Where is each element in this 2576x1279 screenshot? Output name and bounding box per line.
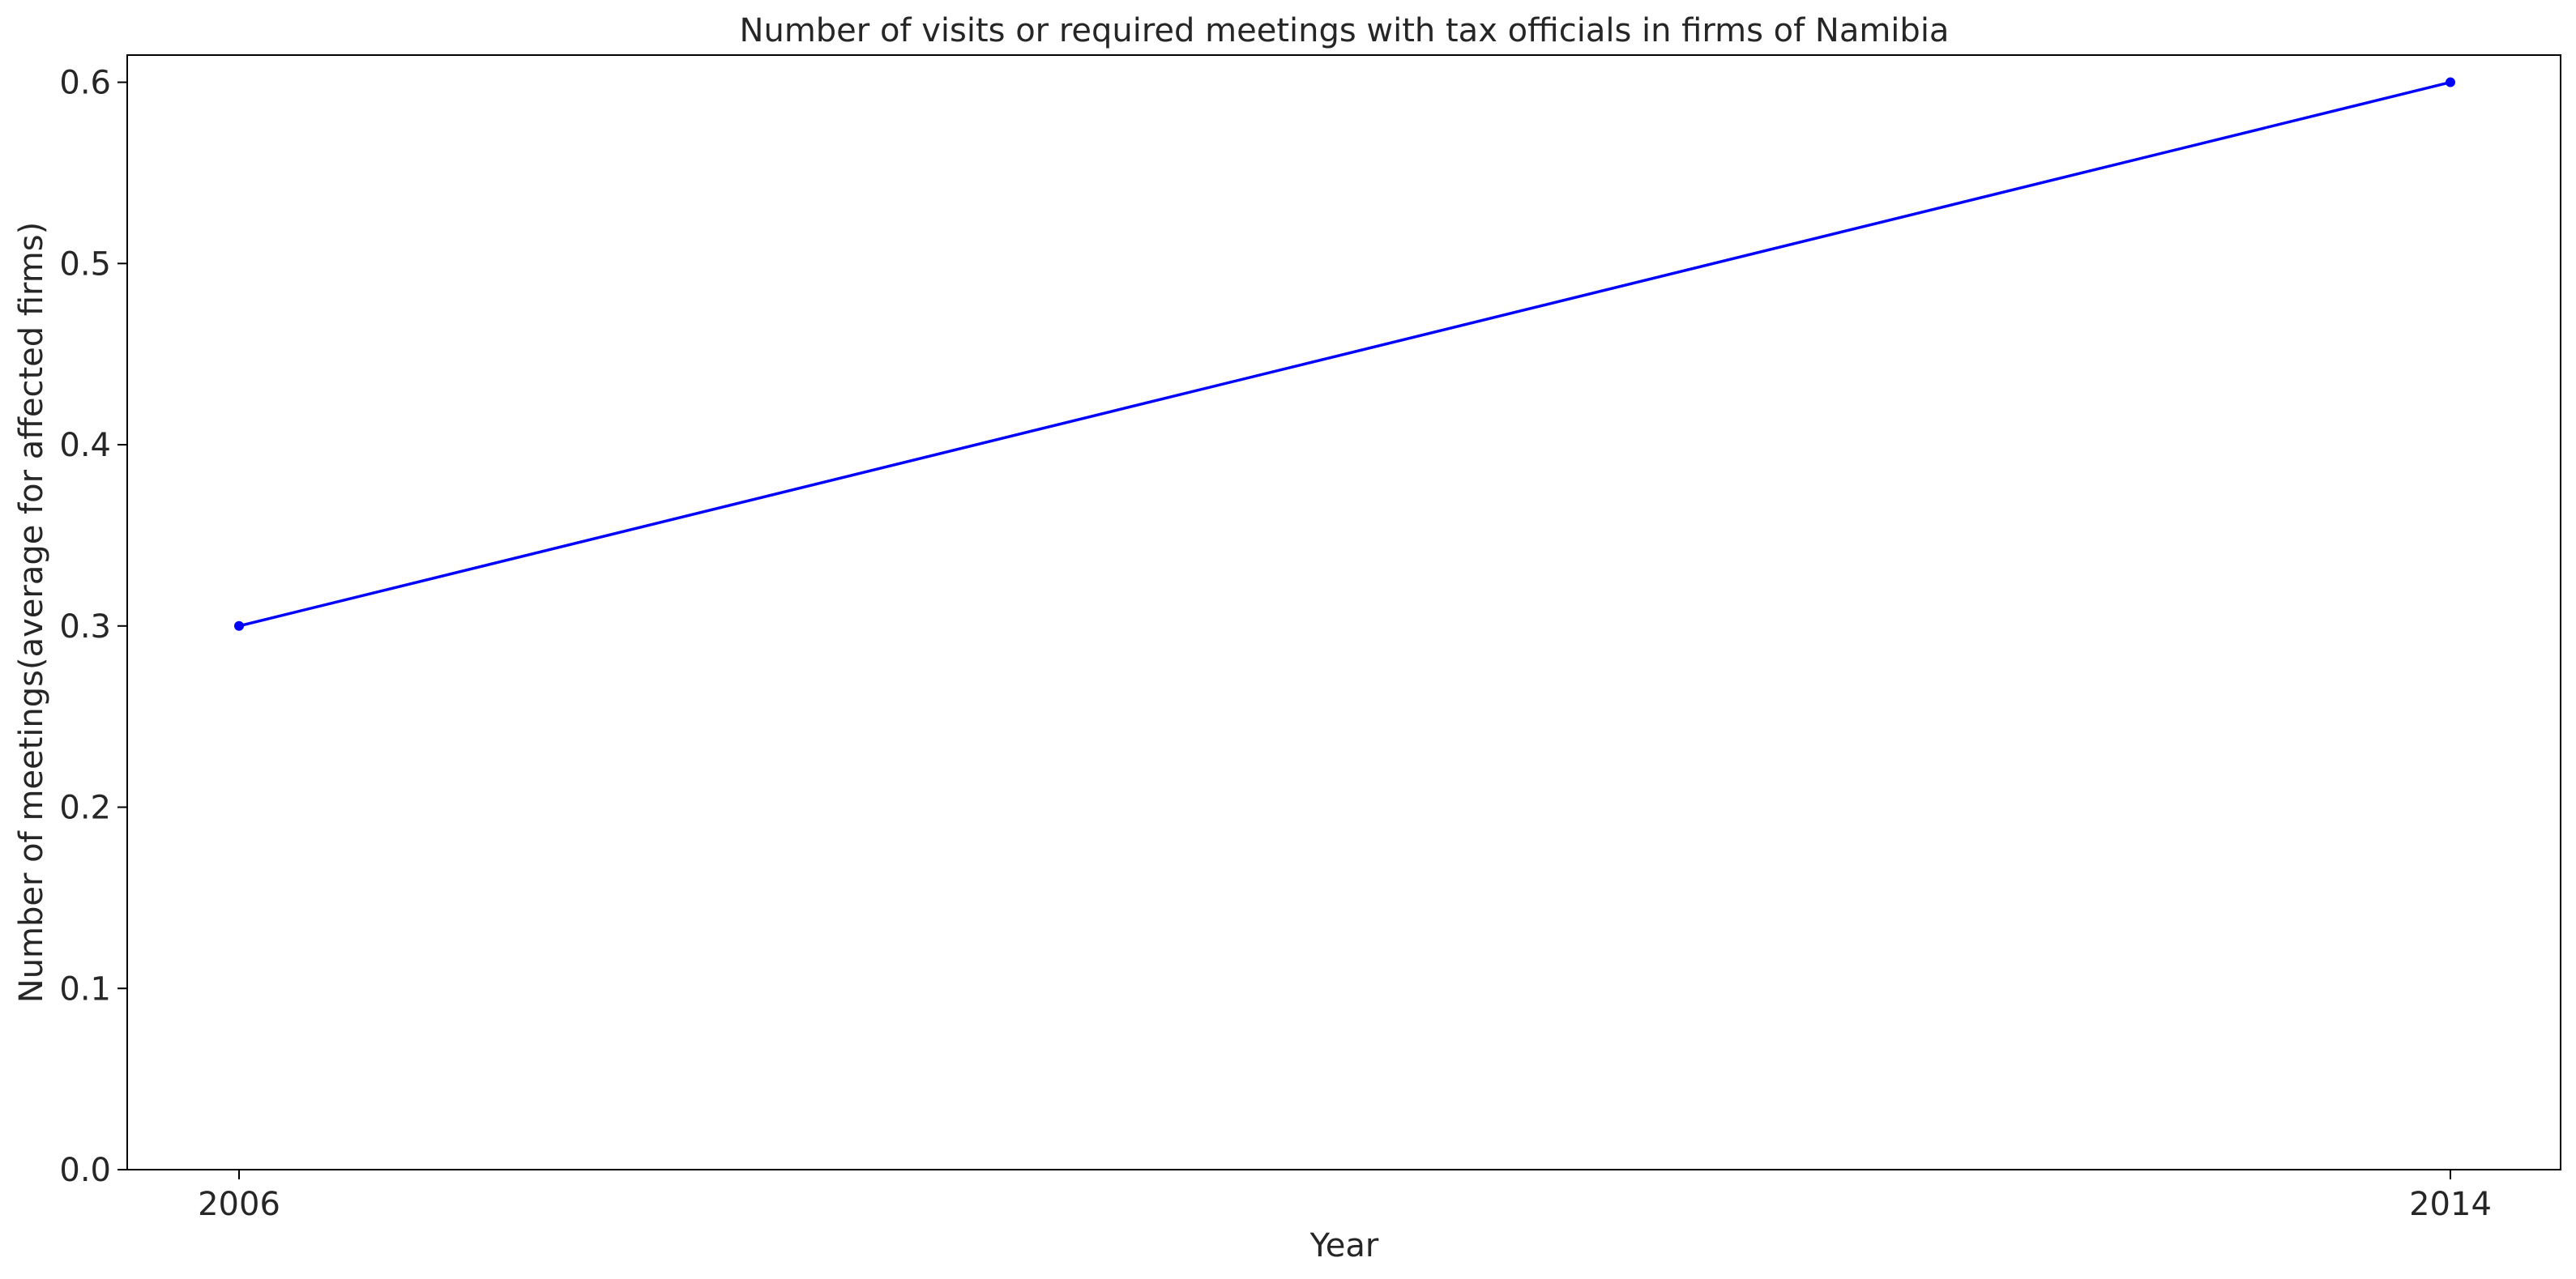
y-tick-label: 0.3	[59, 608, 111, 646]
plot-area-frame	[126, 54, 2561, 1170]
y-tick-label: 0.2	[59, 790, 111, 827]
chart-title: Number of visits or required meetings wi…	[740, 12, 1950, 49]
x-axis-ticks: 2006 2014	[198, 1170, 2492, 1223]
data-point	[234, 620, 244, 631]
y-axis-ticks: 0.0 0.1 0.2 0.3 0.4 0.5 0.6	[59, 65, 127, 1189]
series-layer	[234, 77, 2455, 631]
x-tick-label: 2006	[198, 1186, 280, 1223]
y-tick-label: 0.0	[59, 1152, 111, 1189]
data-point	[2446, 77, 2455, 87]
y-axis-label: Number of meetings(average for affected …	[13, 222, 50, 1003]
x-axis-label: Year	[1309, 1227, 1379, 1264]
y-tick-label: 0.5	[59, 245, 111, 283]
y-tick-label: 0.4	[59, 427, 111, 464]
x-tick-label: 2014	[2409, 1186, 2492, 1223]
series-line-0	[237, 80, 2452, 628]
y-tick-label: 0.6	[59, 65, 111, 102]
y-tick-label: 0.1	[59, 970, 111, 1008]
